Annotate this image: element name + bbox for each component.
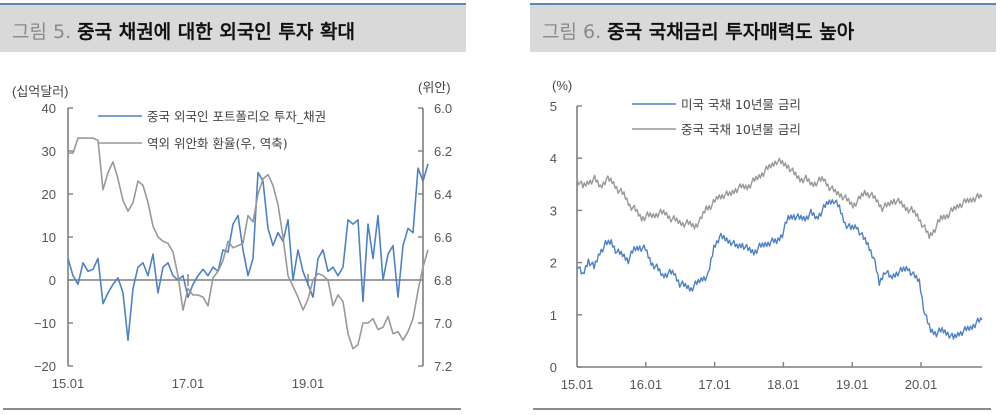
svg-text:19.01: 19.01: [836, 377, 869, 392]
legend-label-cnh-rate: 역외 위안화 환율(우, 역축): [147, 136, 288, 151]
figure-5-bottom-rule: [3, 408, 461, 410]
svg-text:−10: −10: [34, 316, 56, 331]
left-axis-unit: (십억달러): [12, 84, 69, 99]
figure-6-title: 중국 국채금리 투자매력도 높아: [607, 21, 855, 43]
svg-text:20.01: 20.01: [905, 377, 938, 392]
svg-text:15.01: 15.01: [561, 377, 594, 392]
svg-text:2: 2: [550, 256, 557, 271]
svg-text:20: 20: [42, 187, 56, 202]
svg-text:6.2: 6.2: [434, 144, 452, 159]
figure-5-title: 중국 채권에 대한 외국인 투자 확대: [77, 21, 355, 43]
figure-6-bottom-rule: [533, 408, 991, 410]
svg-text:19.01: 19.01: [292, 376, 325, 391]
svg-text:1: 1: [550, 308, 557, 323]
svg-text:7.2: 7.2: [434, 359, 452, 374]
figure-5-panel: 그림 5. 중국 채권에 대한 외국인 투자 확대 (십억달러) (위안) 40 3…: [0, 0, 470, 415]
figure-5-legend: 중국 외국인 포트폴리오 투자_채권 역외 위안화 환율(우, 역축): [98, 109, 326, 151]
svg-text:6.8: 6.8: [434, 273, 452, 288]
figure-6-title-bar: 그림 6. 중국 국채금리 투자매력도 높아: [530, 3, 996, 52]
figure-5-chart: (십억달러) (위안) 40 30 20 10 0 −10 −20 6.0 6.2 6.4 6.6 6…: [12, 80, 452, 391]
legend-label-bond-investment: 중국 외국인 포트폴리오 투자_채권: [147, 109, 326, 124]
figure-6-panel: 그림 6. 중국 국채금리 투자매력도 높아 (%) 5 4 3 2 1 0 15.01 16.…: [530, 0, 1000, 415]
svg-text:18.01: 18.01: [767, 377, 800, 392]
legend-label-us-10y: 미국 국채 10년물 금리: [681, 97, 801, 112]
svg-text:3: 3: [550, 203, 557, 218]
figure-6-label: 그림 6.: [542, 21, 602, 43]
svg-text:15.01: 15.01: [52, 376, 85, 391]
svg-text:6.6: 6.6: [434, 230, 452, 245]
svg-text:10: 10: [42, 230, 56, 245]
figure-6-chart: (%) 5 4 3 2 1 0 15.01 16.01 17.01 18.01 19.01 20.01…: [550, 78, 983, 392]
y-axis-unit: (%): [552, 78, 572, 93]
svg-text:17.01: 17.01: [698, 377, 731, 392]
svg-text:30: 30: [42, 144, 56, 159]
svg-text:−20: −20: [34, 359, 56, 374]
svg-text:6.0: 6.0: [434, 101, 452, 116]
svg-text:0: 0: [550, 360, 557, 375]
figure-6-legend: 미국 국채 10년물 금리 중국 국채 10년물 금리: [632, 97, 801, 137]
svg-text:6.4: 6.4: [434, 187, 452, 202]
legend-label-china-10y: 중국 국채 10년물 금리: [681, 122, 801, 137]
figure-6-axes: 5 4 3 2 1 0 15.01 16.01 17.01 18.01 19.01 20.01: [550, 99, 982, 392]
figure-5-axes: 40 30 20 10 0 −10 −20 6.0 6.2 6.4 6.6 6.8 7.0 7.2 15.0…: [34, 101, 452, 391]
svg-text:17.01: 17.01: [172, 376, 205, 391]
figure-5-label: 그림 5.: [12, 21, 72, 43]
svg-text:16.01: 16.01: [630, 377, 663, 392]
svg-text:4: 4: [550, 151, 557, 166]
right-axis-unit: (위안): [418, 80, 451, 95]
figure-5-title-bar: 그림 5. 중국 채권에 대한 외국인 투자 확대: [0, 3, 466, 52]
figure-5-lines: [67, 137, 429, 350]
svg-text:7.0: 7.0: [434, 316, 452, 331]
svg-text:0: 0: [49, 273, 56, 288]
figure-6-lines: [576, 157, 983, 340]
svg-text:5: 5: [550, 99, 557, 114]
svg-text:40: 40: [42, 101, 56, 116]
